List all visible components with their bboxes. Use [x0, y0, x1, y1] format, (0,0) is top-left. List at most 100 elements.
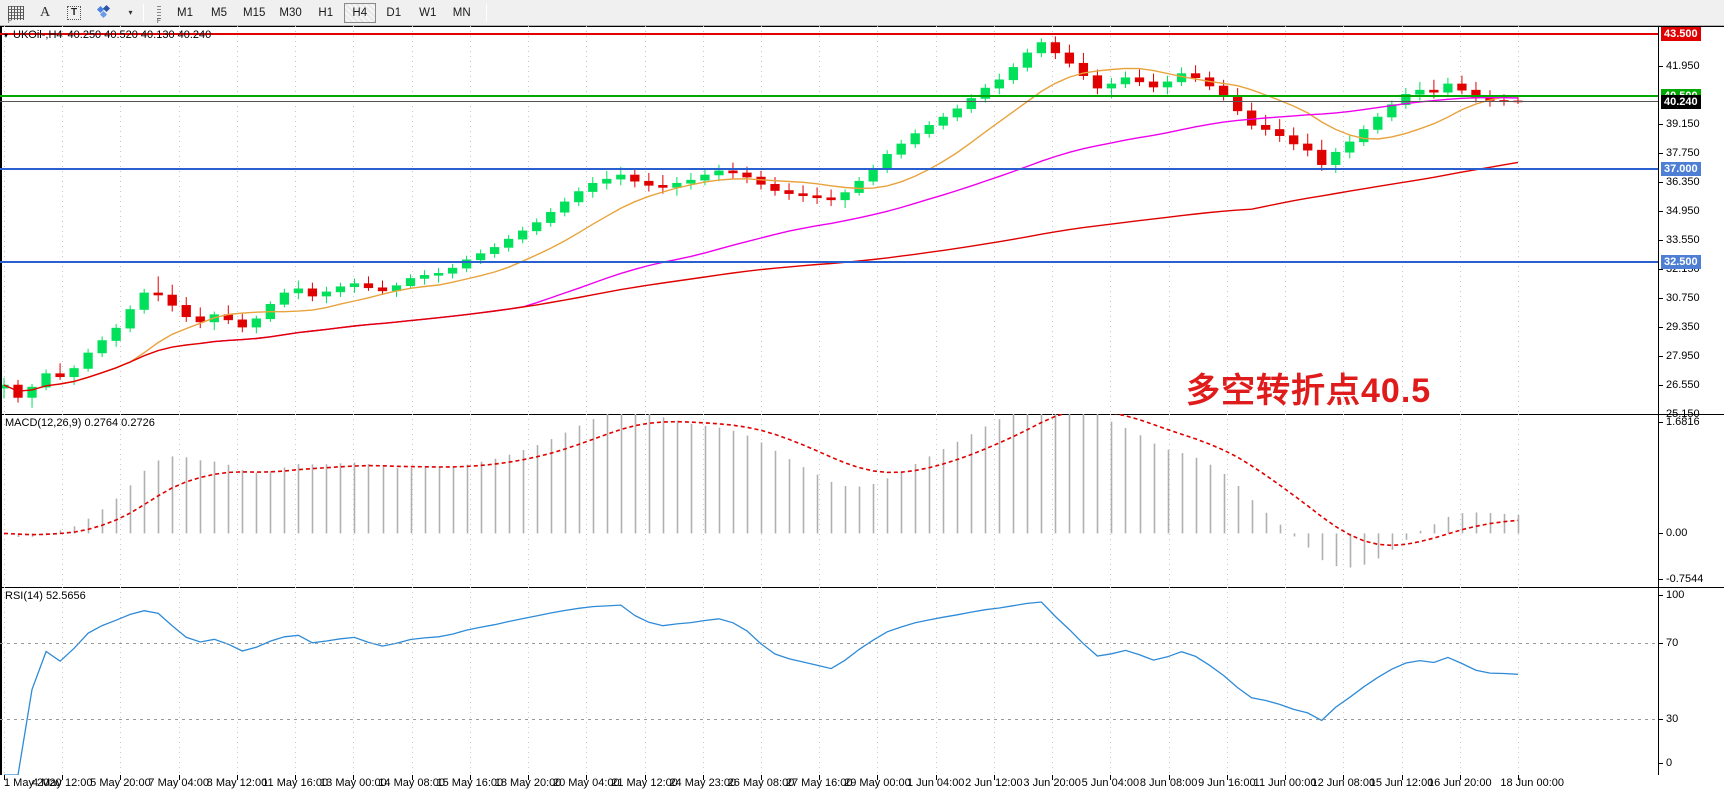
price-axis-tick: 27.950 — [1659, 350, 1700, 363]
time-axis-tickmark — [703, 775, 704, 780]
symbol-name: UKOil-,H4 — [13, 29, 63, 41]
time-axis-tickmark — [237, 775, 238, 780]
macd-axis-tick: 0.00 — [1658, 527, 1688, 540]
chevron-down-icon[interactable]: ▾ — [4, 30, 9, 40]
macd-plot[interactable] — [0, 414, 1658, 587]
time-axis-tickmark — [936, 775, 937, 780]
timeframe-m15[interactable]: M15 — [243, 6, 266, 19]
time-axis-tickmark — [1285, 775, 1286, 780]
time-axis-label: 4 May 12:00 — [31, 777, 93, 789]
time-axis-tickmark — [586, 775, 587, 780]
symbol-header: ▾ UKOil-,H4 40.250 40.520 40.130 40.240 — [4, 29, 211, 41]
rsi-axis-tick: 100 — [1658, 589, 1685, 601]
macd-label: MACD(12,26,9) 0.2764 0.2726 — [5, 417, 155, 429]
pane-top-border — [0, 26, 1724, 27]
time-axis-label: 5 Jun 04:00 — [1081, 777, 1140, 789]
price-axis[interactable]: 41.950 39.150 37.750 36.350 34.950 33.550 32.1… — [1658, 26, 1724, 420]
rsi-pane[interactable]: RSI(14) 52.5656 100 70 30 0 — [0, 587, 1724, 775]
time-axis-tickmark — [1460, 775, 1461, 780]
rsi-axis[interactable]: 100 70 30 0 — [1658, 587, 1724, 775]
timeframe-mn[interactable]: MN — [452, 6, 471, 19]
time-axis-tickmark — [645, 775, 646, 780]
rsi-plot[interactable] — [0, 587, 1658, 775]
price-axis-tick: 34.950 — [1659, 205, 1700, 218]
diamonds-icon — [96, 4, 113, 20]
price-axis-tick: 41.950 — [1659, 60, 1700, 73]
grid-crosshair-icon[interactable] — [3, 2, 29, 25]
objects-dropdown-button[interactable]: ▾ — [123, 2, 137, 24]
level-line-43.5[interactable] — [0, 33, 1658, 36]
toolbar-divider — [143, 3, 144, 22]
level-line-40.5[interactable] — [0, 95, 1658, 98]
timeframe-m5[interactable]: M5 — [211, 6, 227, 19]
time-axis-tickmark — [761, 775, 762, 780]
macd-graph — [3, 414, 1520, 587]
time-axis-label: 2 Jun 12:00 — [965, 777, 1023, 789]
chart-area[interactable]: ▾ UKOil-,H4 40.250 40.520 40.130 40.240 … — [0, 26, 1724, 792]
rsi-axis-tick: 70 — [1658, 637, 1679, 650]
rsi-top-border — [0, 587, 1724, 588]
text-box-icon: T — [67, 5, 81, 20]
level-line-40.24[interactable] — [0, 100, 1658, 102]
text-a-icon: A — [39, 4, 51, 20]
level-line-32.5[interactable] — [0, 260, 1658, 263]
time-axis-label: 8 May 12:00 — [206, 777, 268, 789]
toolbar: A T ▾ M1 M5 M15 M30 H1 H4 D1 W1 MN — [0, 0, 1724, 26]
price-candles — [0, 26, 1523, 414]
time-axis-label: 3 Jun 20:00 — [1023, 777, 1081, 789]
price-badge-last-price[interactable]: 40.240 — [1661, 94, 1701, 109]
time-axis[interactable]: 1 May 2020 4 May 12:00 5 May 20:00 7 May 04… — [0, 775, 1724, 792]
time-axis-label: 1 Jun 04:00 — [906, 777, 965, 789]
time-axis-label: 15 May 16:00 — [436, 777, 504, 789]
time-axis-label: 24 May 23:00 — [669, 777, 737, 789]
timeframe-d1[interactable]: D1 — [386, 6, 402, 19]
timeframe-m30[interactable]: M30 — [279, 6, 302, 19]
time-axis-label: 14 May 08:00 — [378, 777, 445, 789]
macd-axis[interactable]: 1.6816 0.00 -0.7544 — [1658, 414, 1724, 587]
macd-pane[interactable]: MACD(12,26,9) 0.2764 0.2726 1.6816 0.00 -0… — [0, 414, 1724, 587]
time-axis-label: 18 May 20:00 — [494, 777, 562, 789]
time-axis-tickmark — [1402, 775, 1403, 780]
timeframe-h4[interactable]: H4 — [343, 2, 376, 23]
price-axis-tick: 29.350 — [1659, 321, 1700, 334]
chevron-down-icon: ▾ — [128, 8, 133, 17]
time-axis-tickmark — [1343, 775, 1344, 780]
time-axis-tickmark — [353, 775, 354, 780]
timeframe-h1[interactable]: H1 — [318, 6, 334, 19]
level-line-37[interactable] — [0, 167, 1658, 170]
price-badge-support[interactable]: 37.000 — [1661, 161, 1701, 176]
time-axis-label: 7 May 04:00 — [148, 777, 209, 789]
time-axis-tickmark — [120, 775, 121, 780]
time-axis-tickmark — [1518, 775, 1519, 780]
time-axis-tickmark — [62, 775, 63, 780]
price-axis-tick: 30.750 — [1659, 292, 1700, 305]
toolbar-grip[interactable] — [153, 2, 165, 25]
timeframe-m1[interactable]: M1 — [177, 6, 193, 19]
price-axis-tick: 26.550 — [1659, 379, 1700, 392]
timeframe-w1[interactable]: W1 — [419, 6, 437, 19]
macd-axis-tick: 1.6816 — [1659, 416, 1700, 428]
time-axis-tickmark — [470, 775, 471, 780]
macd-top-border — [0, 414, 1724, 415]
rsi-axis-tick: 0 — [1658, 757, 1673, 769]
price-plot[interactable] — [0, 26, 1658, 414]
time-axis-label: 15 Jun 12:00 — [1369, 777, 1434, 789]
time-axis-tickmark — [179, 775, 180, 780]
text-box-button[interactable]: T — [61, 2, 87, 24]
time-axis-label: 12 Jun 08:00 — [1311, 777, 1376, 789]
toolbar-divider-2 — [485, 3, 487, 22]
text-label-button[interactable]: A — [32, 2, 58, 24]
time-axis-label: 16 Jun 20:00 — [1427, 777, 1492, 789]
time-axis-label: 20 May 04:00 — [552, 777, 620, 789]
price-pane[interactable]: ▾ UKOil-,H4 40.250 40.520 40.130 40.240 … — [0, 26, 1724, 420]
price-badge-resistance[interactable]: 43.500 — [1661, 27, 1701, 42]
rsi-band-70 — [0, 643, 1658, 645]
time-axis-label: 1 May 2020 — [4, 777, 62, 789]
macd-axis-tick: -0.7544 — [1658, 573, 1704, 585]
price-badge-support[interactable]: 32.500 — [1661, 254, 1701, 269]
time-axis-label: 26 May 08:00 — [727, 777, 795, 789]
objects-button[interactable] — [90, 2, 120, 24]
time-axis-tickmark — [412, 775, 413, 780]
time-axis-label: 18 Jun 00:00 — [1500, 777, 1564, 789]
time-axis-label: 11 Jun 00:00 — [1253, 777, 1317, 789]
